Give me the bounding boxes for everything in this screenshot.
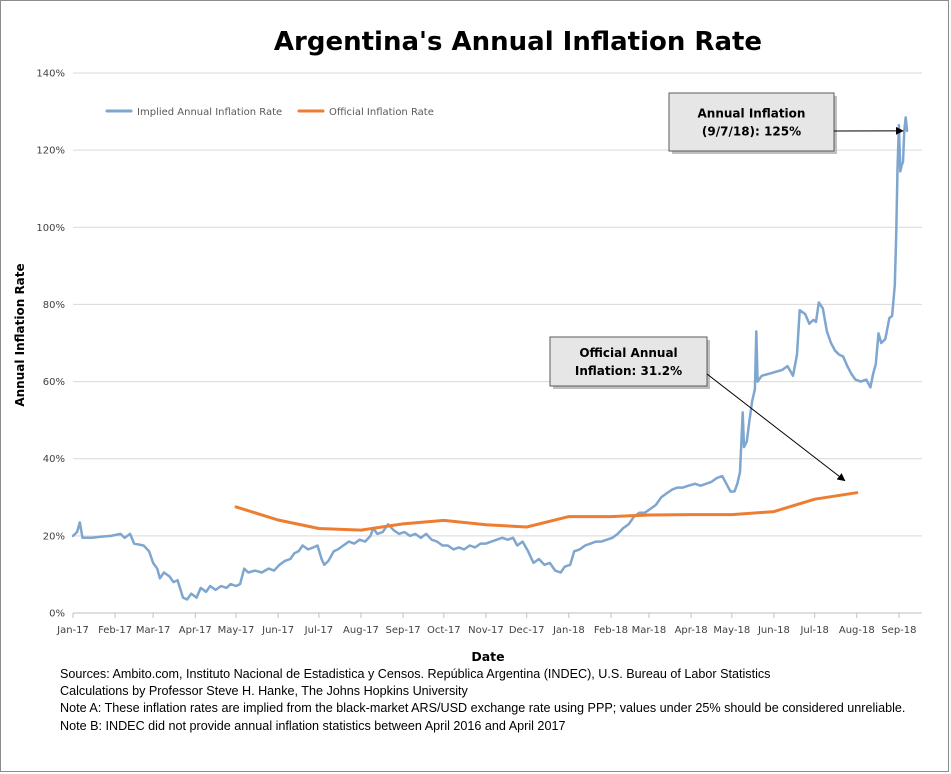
- x-tick-label: Dec-17: [509, 625, 545, 636]
- legend-label: Official Inflation Rate: [329, 107, 434, 118]
- y-tick-label: 100%: [36, 223, 65, 234]
- x-tick-label: Jun-17: [261, 625, 294, 636]
- y-tick-label: 120%: [36, 146, 65, 157]
- x-tick-label: Mar-17: [136, 625, 171, 636]
- x-tick-label: Aug-17: [343, 625, 379, 636]
- callout-text: Inflation: 31.2%: [575, 364, 682, 378]
- y-tick-label: 20%: [43, 531, 65, 542]
- note-b: Note B: INDEC did not provide annual inf…: [60, 718, 566, 733]
- y-tick-label: 60%: [43, 377, 65, 388]
- x-tick-label: Apr-17: [179, 625, 212, 636]
- source-notes: Sources: Ambito.com, Instituto Nacional …: [60, 666, 920, 735]
- y-tick-label: 140%: [36, 69, 65, 80]
- x-tick-label: Jan-17: [56, 625, 89, 636]
- series-line: [71, 116, 909, 601]
- annotations: Annual Inflation (9/7/18): 125% Official A…: [549, 92, 904, 482]
- x-tick-label: Jul-18: [799, 625, 828, 636]
- x-tick-label: Apr-18: [675, 625, 708, 636]
- series-line: [234, 491, 859, 532]
- x-tick-label: May-17: [218, 625, 255, 636]
- x-tick-label: Feb-17: [98, 625, 132, 636]
- x-tick-label: Sep-17: [385, 625, 420, 636]
- y-tick-label: 0%: [49, 609, 65, 620]
- x-axis-label: Date: [471, 649, 504, 664]
- y-axis-label: Annual Inflation Rate: [13, 263, 27, 406]
- y-axis: 0% 20% 40% 60% 80% 100% 120% 140%: [36, 69, 65, 620]
- x-tick-label: Oct-17: [427, 625, 461, 636]
- x-tick-label: Aug-18: [839, 625, 875, 636]
- x-tick-label: May-18: [713, 625, 750, 636]
- gridlines: [73, 72, 922, 614]
- x-tick-label: Jun-18: [757, 625, 790, 636]
- legend: Implied Annual Inflation Rate Official In…: [105, 107, 434, 118]
- y-tick-label: 80%: [43, 300, 65, 311]
- x-tick-label: Nov-17: [468, 625, 504, 636]
- callout-text: (9/7/18): 125%: [702, 125, 801, 139]
- note-calculations: Calculations by Professor Steve H. Hanke…: [60, 684, 468, 699]
- callout-text: Official Annual: [579, 346, 677, 360]
- legend-label: Implied Annual Inflation Rate: [137, 107, 282, 118]
- y-tick-label: 40%: [43, 454, 65, 465]
- x-tick-label: Jan-18: [552, 625, 585, 636]
- callout-box: [549, 336, 708, 387]
- x-tick-label: Jul-17: [304, 625, 333, 636]
- note-a: Note A: These inflation rates are implie…: [60, 701, 906, 716]
- callout-text: Annual Inflation: [698, 107, 806, 121]
- x-axis: Jan-17 Feb-17 Mar-17 Apr-17 May-17 Jun-17 Jul-…: [56, 613, 917, 636]
- callout-box: [668, 92, 835, 152]
- x-tick-label: Mar-18: [632, 625, 667, 636]
- x-tick-label: Feb-18: [594, 625, 628, 636]
- chart-title: Argentina's Annual Inflation Rate: [274, 27, 762, 57]
- series-layer: [71, 116, 909, 601]
- callout-arrow: [706, 373, 846, 482]
- note-sources: Sources: Ambito.com, Instituto Nacional …: [60, 667, 771, 681]
- x-tick-label: Sep-18: [881, 625, 916, 636]
